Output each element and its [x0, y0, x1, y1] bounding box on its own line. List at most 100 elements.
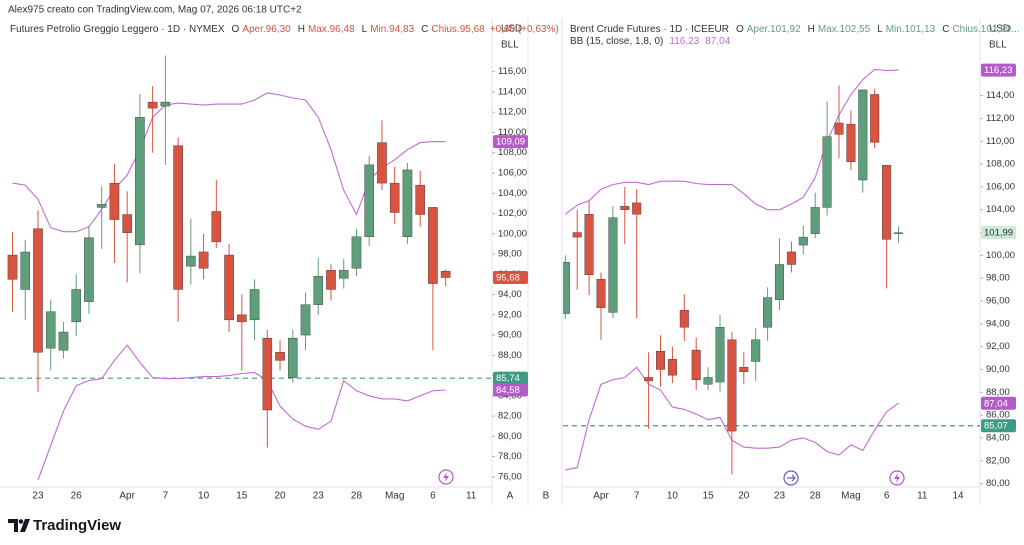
candle-body [249, 289, 260, 321]
legend-value: Max.102,55 [818, 24, 871, 35]
candle-body [160, 101, 171, 107]
x-tick-label: 11 [466, 491, 477, 502]
scale-button[interactable]: B [543, 491, 550, 502]
candle-body [763, 297, 773, 328]
candle-body [338, 270, 349, 279]
x-tick-label: 20 [738, 491, 750, 502]
legend-key: C [942, 24, 949, 35]
x-tick-label: 11 [917, 491, 928, 502]
x-tick-label: 23 [313, 491, 325, 502]
legend-key: L [877, 24, 883, 35]
x-tick-label: 10 [667, 491, 679, 502]
candle-body [691, 349, 701, 380]
candle-body [237, 314, 247, 323]
candle-body [351, 236, 362, 269]
y-tick-label: 94,00 [986, 318, 1010, 329]
x-tick-label: 23 [774, 491, 786, 502]
candle-body [211, 211, 222, 243]
price-label: 85,74 [496, 373, 520, 384]
y-tick-label: 82,00 [986, 455, 1010, 466]
event-icon[interactable] [889, 470, 905, 486]
candle-body [846, 123, 856, 162]
y-tick-label: 98,00 [986, 273, 1010, 284]
legend-value: Aper.96,30 [242, 24, 291, 35]
candle-body [786, 251, 796, 265]
legend-key: C [421, 24, 428, 35]
candle-body [287, 337, 298, 378]
candle-body [122, 214, 132, 233]
price-label-box [493, 271, 528, 285]
candle-body [656, 351, 665, 370]
legend-value: Min.94,83 [370, 24, 414, 35]
y-tick-label: 102,00 [498, 208, 527, 219]
candle-body [870, 94, 880, 143]
x-tick-label: Mag [841, 491, 860, 502]
y-tick-label: 114,00 [498, 86, 526, 97]
x-tick-label: 26 [71, 491, 83, 502]
price-label-box [493, 383, 528, 397]
candle-body [20, 251, 31, 290]
price-label: 87,04 [984, 398, 1008, 409]
candle-body [632, 202, 642, 215]
x-tick-label: 23 [32, 491, 44, 502]
candle-body [894, 232, 903, 234]
candle-body [727, 339, 737, 432]
candle-body [275, 352, 285, 361]
logo-icon [8, 519, 30, 532]
candle-body [882, 165, 892, 240]
x-tick-label: Apr [119, 491, 135, 502]
legend-value: Chius.101,99... [952, 24, 1019, 35]
candle-body [135, 117, 145, 246]
y-tick-label: 80,00 [498, 431, 522, 442]
candle-body [584, 214, 594, 275]
candle-body [58, 331, 69, 351]
legend-value: Min.101,13 [886, 24, 936, 35]
candle-body [751, 339, 761, 362]
legend-change: +0,60 (+0,63%) [490, 24, 559, 35]
y-tick-label: 98,00 [498, 249, 522, 260]
legend-key: O [736, 24, 744, 35]
x-tick-label: 10 [198, 491, 210, 502]
candle-body [402, 169, 413, 237]
price-label-box [981, 396, 1016, 410]
candle-body [45, 311, 56, 349]
y-tick-label: 76,00 [498, 471, 522, 482]
price-label-box [981, 226, 1016, 240]
scale-button[interactable]: A [507, 491, 514, 502]
y-tick-label: 114,00 [986, 90, 1014, 101]
candle-body [71, 289, 81, 323]
x-tick-label: 15 [236, 491, 248, 502]
candle-body [644, 377, 654, 382]
event-icon[interactable] [783, 470, 799, 486]
candle-body [377, 142, 387, 184]
price-label: 101,99 [984, 228, 1013, 239]
x-tick-label: 6 [430, 491, 436, 502]
y-tick-label: 104,00 [498, 188, 527, 199]
y-tick-label: 112,00 [986, 113, 1014, 124]
y-tick-label: 88,00 [498, 350, 522, 361]
candle-body [596, 279, 606, 309]
x-tick-label: 6 [884, 491, 890, 502]
y-tick-label: 94,00 [498, 289, 522, 300]
x-tick-label: Mag [385, 491, 404, 502]
x-tick-label: Apr [593, 491, 609, 502]
y-tick-label: 108,00 [986, 159, 1015, 170]
y-tick-label: 110,00 [498, 127, 526, 138]
candle-body [224, 254, 234, 321]
y-tick-label: 104,00 [986, 204, 1015, 215]
price-label: 84,58 [496, 385, 520, 396]
candle-body [262, 337, 273, 411]
plot-area [0, 55, 492, 481]
candle-body [198, 251, 209, 269]
band-lower [37, 344, 446, 481]
candle-body [364, 164, 375, 237]
candle-body [858, 89, 868, 181]
legend-key: L [362, 24, 368, 35]
event-icon[interactable] [438, 469, 454, 485]
y-tick-label: 100,00 [498, 228, 527, 239]
chart-title: Futures Petrolio Greggio Leggero · 1D · … [10, 24, 225, 35]
x-tick-label: 7 [634, 491, 640, 502]
price-label: 95,68 [496, 273, 520, 284]
legend-key: H [808, 24, 815, 35]
